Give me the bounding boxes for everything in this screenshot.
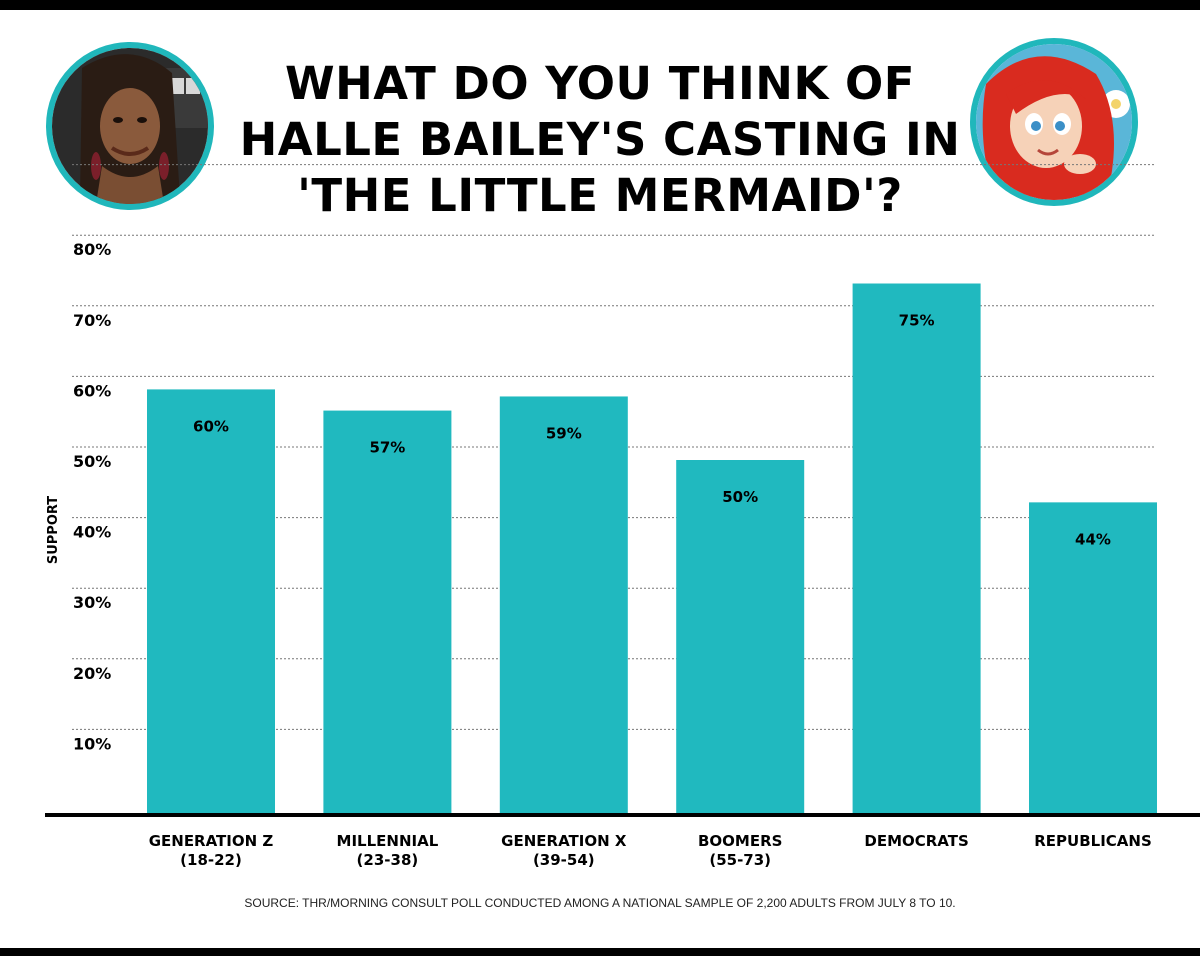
- bar: [323, 410, 452, 813]
- title-line-1: WHAT DO YOU THINK OF: [284, 57, 915, 110]
- top-band: [0, 0, 1200, 10]
- y-tick-label: 20%: [73, 664, 111, 683]
- x-category-label: MILLENNIAL: [337, 832, 439, 850]
- bar-value-label: 57%: [369, 439, 405, 457]
- x-category-label: DEMOCRATS: [864, 832, 968, 850]
- ariel-illustration: [970, 38, 1138, 206]
- title-line-2: HALLE BAILEY'S CASTING IN: [239, 113, 961, 166]
- x-category-label: GENERATION X: [501, 832, 627, 850]
- x-category-label: (39-54): [533, 851, 595, 869]
- y-tick-label: 70%: [73, 311, 111, 330]
- bar: [676, 460, 805, 813]
- y-tick-label: 10%: [73, 734, 111, 753]
- bottom-band: [0, 948, 1200, 956]
- bar: [147, 389, 275, 813]
- bar-chart: 10% 20% 30% 40% 50% 60% 70% 80% SUPPORT 60% GENERA…: [45, 164, 1200, 869]
- bar: [499, 396, 628, 813]
- x-category-label: GENERATION Z: [149, 832, 274, 850]
- y-tick-label: 30%: [73, 593, 111, 612]
- bar-value-label: 75%: [899, 312, 935, 330]
- x-category-label: REPUBLICANS: [1034, 832, 1152, 850]
- bar: [1029, 502, 1157, 813]
- y-axis-label: SUPPORT: [46, 496, 61, 564]
- y-tick-label: 60%: [73, 381, 111, 400]
- bar: [852, 283, 981, 813]
- bar-value-label: 44%: [1075, 530, 1111, 548]
- y-tick-label: 80%: [73, 240, 111, 259]
- y-tick-label: 40%: [73, 523, 111, 542]
- x-category-label: (55-73): [709, 851, 771, 869]
- bar-value-label: 60%: [193, 417, 229, 435]
- halle-bailey-photo: [46, 42, 214, 210]
- title-line-3: 'THE LITTLE MERMAID'?: [297, 169, 903, 222]
- bar-value-label: 50%: [722, 488, 758, 506]
- y-tick-label: 50%: [73, 452, 111, 471]
- x-category-label: (18-22): [180, 851, 242, 869]
- x-category-label: BOOMERS: [698, 832, 782, 850]
- bar-value-label: 59%: [546, 424, 582, 442]
- source-note: SOURCE: THR/MORNING CONSULT POLL CONDUCT…: [244, 896, 956, 910]
- chart-title: WHAT DO YOU THINK OF HALLE BAILEY'S CAST…: [230, 56, 970, 224]
- x-category-label: (23-38): [357, 851, 419, 869]
